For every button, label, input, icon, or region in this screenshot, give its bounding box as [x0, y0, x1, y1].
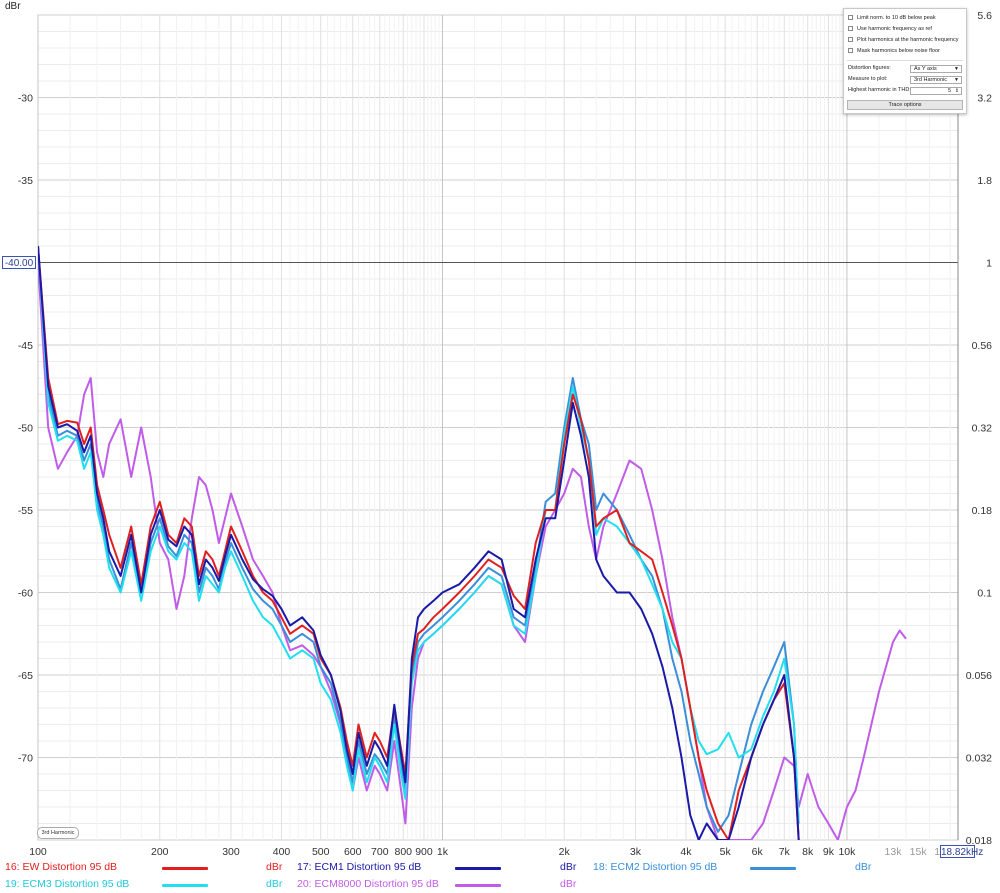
x-tick-label: 100	[29, 846, 47, 858]
x-tick-label: 9k	[823, 846, 835, 858]
panel-divider	[847, 60, 963, 61]
y-right-tick-label: 5.6	[977, 10, 992, 22]
checkbox-box[interactable]	[848, 48, 853, 53]
series-lines	[38, 245, 907, 840]
checkbox-label: Use harmonic frequency as ref	[857, 25, 932, 32]
y-tick-label: -45	[18, 340, 33, 352]
legend-label-ecm8000[interactable]: 20: ECM8000 Distortion 95 dB	[297, 878, 439, 890]
x-tick-label: 2k	[559, 846, 571, 858]
x-tick-label: 13k	[885, 846, 903, 858]
x-tick-label: 3k	[630, 846, 642, 858]
legend-unit-ecm2: dBr	[855, 861, 872, 873]
series-line-20	[38, 262, 907, 840]
select-value: 3rd Harmonic	[914, 77, 948, 83]
distortion-figures-select[interactable]: As Y axis ▼	[910, 65, 962, 73]
legend-unit-ecm8000: dBr	[560, 878, 577, 890]
y-cursor-readout[interactable]: -40.00	[2, 256, 36, 269]
y-right-tick-label: 0.032	[966, 753, 992, 765]
highest-harmonic-spinner[interactable]: 5 ⇕	[910, 87, 962, 95]
x-tick-label: 400	[273, 846, 291, 858]
x-cursor-readout[interactable]: 18.82kHz	[940, 845, 984, 858]
x-tick-label: 15k	[910, 846, 928, 858]
x-tick-label: 200	[151, 846, 169, 858]
harmonic-chip[interactable]: 3rd Harmonic	[37, 827, 79, 839]
distortion-chart: dBr -30 -35 -45 -50 -55 -60 -65 -70 5.6 3.2 1.8 1 0.…	[5, 1, 992, 858]
select-value: As Y axis	[914, 66, 937, 72]
checkbox-box[interactable]	[848, 26, 853, 31]
checkbox-label: Limit norm. to 10 dB below peak	[857, 14, 936, 21]
legend-swatch-ecm3	[162, 884, 208, 887]
trace-options-button[interactable]: Trace options	[847, 100, 963, 110]
x-tick-label: 5k	[720, 846, 732, 858]
y-right-tick-label: 0.1	[977, 588, 992, 600]
x-tick-label: 700	[371, 846, 389, 858]
checkbox-label: Plot harmonics at the harmonic frequency	[857, 36, 959, 43]
x-tick-label: 6k	[752, 846, 764, 858]
dropdown-arrow-icon: ▼	[954, 77, 959, 83]
y-right-tick-label: 3.2	[977, 93, 992, 105]
legend-label-ew[interactable]: 16: EW Distortion 95 dB	[5, 861, 118, 873]
highest-harmonic-label: Highest harmonic in THD:	[848, 87, 911, 93]
y-tick-label: -50	[18, 423, 33, 435]
x-tick-label: 8k	[802, 846, 814, 858]
spinner-value: 5	[947, 88, 951, 94]
x-tick-label: 4k	[680, 846, 692, 858]
x-tick-label: 900	[415, 846, 433, 858]
x-tick-label: 600	[344, 846, 362, 858]
y-axis-unit-label: dBr	[5, 1, 21, 12]
distortion-figures-label: Distortion figures:	[848, 65, 891, 71]
y-right-tick-label: 0.18	[972, 505, 993, 517]
y-right-tick-label: 0.56	[972, 340, 993, 352]
grid	[37, 14, 959, 841]
checkbox-mask-harmonics[interactable]: Mask harmonics below noise floor	[848, 46, 940, 55]
x-tick-label: 1k	[437, 846, 449, 858]
legend-swatch-ecm8000	[455, 884, 501, 887]
checkbox-limit-norm[interactable]: Limit norm. to 10 dB below peak	[848, 13, 936, 22]
y-tick-label: -60	[18, 588, 33, 600]
legend-label-ecm1[interactable]: 17: ECM1 Distortion 95 dB	[297, 861, 422, 873]
checkbox-box[interactable]	[848, 37, 853, 42]
x-tick-label: 7k	[779, 846, 791, 858]
series-line-17	[38, 245, 800, 840]
y-right-tick-label: 0.32	[972, 423, 993, 435]
legend-label-ecm2[interactable]: 18: ECM2 Distortion 95 dB	[593, 861, 718, 873]
series-line-19	[38, 245, 800, 824]
y-right-tick-label: 1.8	[977, 175, 992, 187]
y-tick-label: -70	[18, 753, 33, 765]
legend: 16: EW Distortion 95 dB dBr 17: ECM1 Dis…	[0, 858, 1000, 893]
checkbox-label: Mask harmonics below noise floor	[857, 47, 940, 54]
y-tick-label: -65	[18, 670, 33, 682]
legend-unit-ecm3: dBr	[266, 878, 283, 890]
checkbox-box[interactable]	[848, 15, 853, 20]
measure-select[interactable]: 3rd Harmonic ▼	[910, 76, 962, 84]
checkbox-use-harmonic-ref[interactable]: Use harmonic frequency as ref	[848, 24, 932, 33]
legend-swatch-ecm1	[455, 867, 501, 870]
legend-label-ecm3[interactable]: 19: ECM3 Distortion 95 dB	[5, 878, 130, 890]
x-tick-label: 10k	[838, 846, 856, 858]
checkbox-plot-harmonics[interactable]: Plot harmonics at the harmonic frequency	[848, 35, 959, 44]
legend-unit-ecm1: dBr	[560, 861, 577, 873]
dropdown-arrow-icon: ▼	[954, 66, 959, 72]
y-tick-label: -30	[18, 93, 33, 105]
legend-swatch-ew	[162, 867, 208, 870]
x-tick-label: 500	[312, 846, 330, 858]
x-tick-label: 300	[222, 846, 240, 858]
measure-label: Measure to plot:	[848, 76, 888, 82]
y-right-tick-label: 0.018	[966, 835, 992, 847]
x-tick-label: 800	[395, 846, 413, 858]
y-right-tick-label: 0.056	[966, 670, 992, 682]
spinner-arrows-icon[interactable]: ⇕	[954, 88, 959, 94]
distortion-options-panel: Limit norm. to 10 dB below peak Use harm…	[843, 8, 967, 114]
legend-swatch-ecm2	[750, 867, 796, 870]
y-right-tick-label: 1	[986, 258, 992, 270]
axis-ticks: -30 -35 -45 -50 -55 -60 -65 -70 5.6 3.2 1.8 1 0.56 0.…	[18, 10, 992, 858]
y-tick-label: -55	[18, 505, 33, 517]
y-tick-label: -35	[18, 175, 33, 187]
legend-unit-ew: dBr	[266, 861, 283, 873]
